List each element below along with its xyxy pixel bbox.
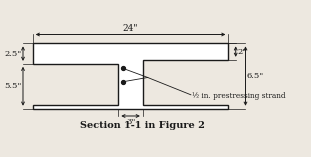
Text: ½ in. prestressing strand: ½ in. prestressing strand bbox=[192, 92, 285, 100]
Text: 3": 3" bbox=[126, 118, 135, 126]
Text: 24": 24" bbox=[123, 24, 138, 33]
Text: 2.5": 2.5" bbox=[5, 50, 22, 58]
Polygon shape bbox=[33, 43, 228, 109]
Text: 5.5": 5.5" bbox=[4, 82, 22, 90]
Text: 6.5": 6.5" bbox=[247, 72, 264, 80]
Text: Section 1-1 in Figure 2: Section 1-1 in Figure 2 bbox=[80, 121, 205, 130]
Text: 2": 2" bbox=[237, 48, 246, 56]
